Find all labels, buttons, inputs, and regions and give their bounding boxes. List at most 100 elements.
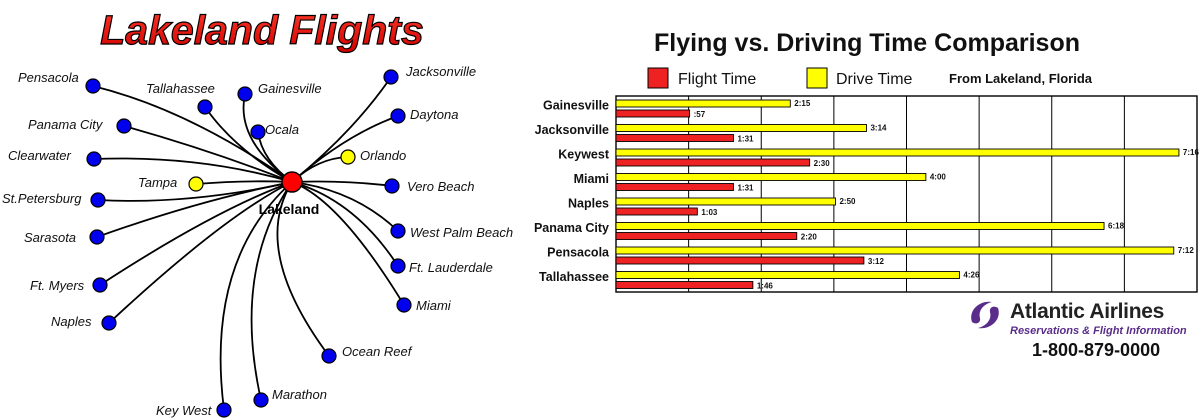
drive-label-jacksonville: 3:14 (870, 124, 887, 133)
map-title: Lakeland Flights (100, 7, 424, 53)
flight-bar-pensacola (615, 256, 865, 265)
city-marker-sarasota[interactable] (89, 229, 105, 245)
city-label-key-west: Key West (156, 403, 213, 418)
city-marker-marathon[interactable] (253, 392, 269, 408)
city-marker-clearwater[interactable] (86, 151, 102, 167)
flight-label-naples: 1:03 (701, 208, 718, 217)
city-label-west-palm-beach: West Palm Beach (410, 225, 513, 240)
city-label-ft-myers: Ft. Myers (30, 278, 85, 293)
flight-map: Lakeland Flights Pensacola Tallahassee Gai… (2, 6, 513, 418)
airline-logo-icon (971, 301, 999, 329)
city-label-tallahassee: Tallahassee (146, 81, 215, 96)
route-sarasota (96, 181, 293, 238)
category-label-miami: Miami (574, 172, 609, 186)
route-tampa (195, 180, 293, 185)
legend: Flight Time Drive Time From Lakeland, Fl… (647, 67, 1093, 89)
flight-label-keywest: 2:30 (814, 159, 831, 168)
drive-bar-pensacola (615, 246, 1175, 255)
airline-name: Atlantic Airlines (1010, 300, 1164, 323)
city-marker-west-palm-beach[interactable] (390, 223, 406, 239)
city-label-jacksonville: Jacksonville (405, 64, 476, 79)
city-marker-ft-lauderdale[interactable] (390, 258, 406, 274)
city-marker-pensacola[interactable] (85, 78, 101, 94)
drive-label-naples: 2:50 (839, 197, 856, 206)
city-label-daytona: Daytona (410, 107, 458, 122)
city-label-vero-beach: Vero Beach (407, 179, 474, 194)
city-marker-key-west[interactable] (216, 402, 232, 418)
city-label-pensacola: Pensacola (18, 70, 79, 85)
city-label-ocala: Ocala (265, 122, 299, 137)
city-label-gainesville: Gainesville (258, 81, 322, 96)
category-label-pensacola: Pensacola (547, 245, 610, 259)
drive-bar-gainesville (615, 99, 791, 108)
drive-label-pensacola: 7:12 (1178, 246, 1195, 255)
route-ft-myers (99, 181, 293, 286)
category-label-keywest: Keywest (558, 147, 610, 161)
city-marker-gainesville[interactable] (237, 86, 253, 102)
city-marker-ocean-reef[interactable] (321, 348, 337, 364)
flight-bar-gainesville (615, 109, 691, 118)
route-miami (291, 181, 405, 306)
city-marker-panama-city[interactable] (116, 118, 132, 134)
drive-label-panama-city: 6:18 (1108, 222, 1125, 231)
route-ft-lauderdale (291, 181, 399, 267)
city-marker-orlando[interactable] (340, 149, 356, 165)
city-marker-naples[interactable] (101, 315, 117, 331)
city-marker-daytona[interactable] (390, 108, 406, 124)
drive-bar-tallahassee (615, 271, 960, 279)
city-marker-st-petersburg[interactable] (90, 192, 106, 208)
flight-bar-panama-city (615, 232, 798, 240)
drive-bar-naples (615, 197, 836, 206)
route-panama-city (123, 125, 293, 183)
drive-bar-keywest (615, 148, 1180, 157)
flight-label-miami: 1:31 (737, 184, 754, 193)
city-label-sarasota: Sarasota (24, 230, 76, 245)
city-marker-miami[interactable] (396, 297, 412, 313)
city-label-orlando: Orlando (360, 148, 406, 163)
city-marker-ft-myers[interactable] (92, 277, 108, 293)
category-label-naples: Naples (568, 196, 609, 210)
route-vero-beach (291, 180, 393, 187)
city-marker-tallahassee[interactable] (197, 99, 213, 115)
city-marker-jacksonville[interactable] (383, 69, 399, 85)
route-west-palm-beach (291, 181, 399, 232)
flight-label-pensacola: 3:12 (868, 257, 885, 266)
time-comparison-chart: Flying vs. Driving Time Comparison Fligh… (534, 29, 1200, 293)
category-label-jacksonville: Jacksonville (535, 123, 609, 137)
drive-bar-miami (615, 173, 927, 181)
category-label-tallahassee: Tallahassee (539, 270, 609, 284)
route-gainesville (242, 93, 293, 183)
city-label-ft-lauderdale: Ft. Lauderdale (409, 260, 493, 275)
city-label-ocean-reef: Ocean Reef (342, 344, 413, 359)
city-marker-tampa[interactable] (188, 176, 204, 192)
city-label-st-petersburg: St.Petersburg (2, 191, 82, 206)
city-label-marathon: Marathon (272, 387, 327, 402)
legend-label-flight: Flight Time (678, 71, 756, 88)
city-marker-ocala[interactable] (250, 124, 266, 140)
flight-label-panama-city: 2:20 (801, 233, 818, 242)
flight-bar-tallahassee (615, 281, 754, 289)
route-key-west (219, 181, 293, 411)
chart-subtitle: From Lakeland, Florida (949, 71, 1093, 86)
city-label-miami: Miami (416, 298, 452, 313)
drive-label-gainesville: 2:15 (794, 99, 811, 108)
chart-title: Flying vs. Driving Time Comparison (654, 29, 1080, 57)
flight-bar-miami (615, 183, 734, 191)
city-label-tampa: Tampa (138, 175, 177, 190)
airline-tagline: Reservations & Flight Information (1010, 325, 1187, 337)
drive-label-keywest: 7:16 (1183, 148, 1200, 157)
airline-phone[interactable]: 1-800-879-0000 (1032, 340, 1161, 360)
hub-marker-lakeland[interactable] (281, 171, 303, 193)
atlantic-airlines-logo: Atlantic Airlines Reservations & Flight … (966, 298, 1198, 408)
category-label-panama-city: Panama City (534, 221, 609, 235)
flight-label-tallahassee: 1:46 (757, 282, 774, 291)
drive-bar-panama-city (615, 222, 1105, 230)
city-marker-vero-beach[interactable] (384, 178, 400, 194)
drive-bar-jacksonville (615, 124, 867, 132)
city-label-panama-city: Panama City (28, 117, 104, 132)
route-ocean-reef (276, 181, 330, 357)
city-label-clearwater: Clearwater (8, 148, 72, 163)
route-naples (108, 181, 293, 324)
legend-swatch-flight (647, 67, 669, 89)
legend-label-drive: Drive Time (836, 71, 913, 88)
